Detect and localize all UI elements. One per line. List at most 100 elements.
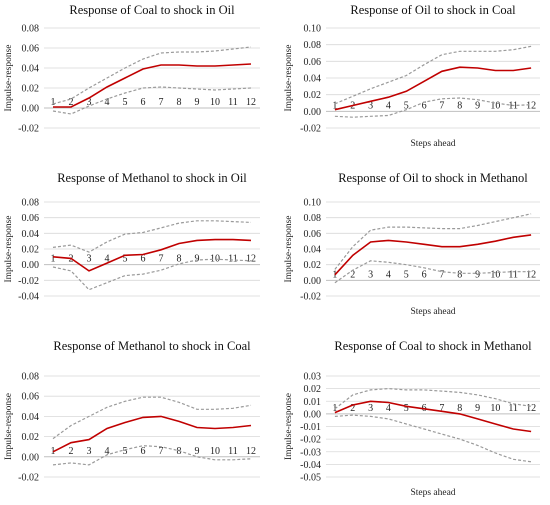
x-tick-label: 3 <box>368 403 373 414</box>
chart-methanol-oil: -0.04 -0.02 0.00 0.02 0.04 0.06 0.08 1 2 3 4 5 6 7 8 9 1… <box>4 171 260 303</box>
upper-band <box>52 46 252 105</box>
y-tick-label: 0.06 <box>22 44 40 55</box>
x-tick-label: 3 <box>368 100 373 111</box>
chart-title: Response of Coal to shock in Methanol <box>334 339 532 353</box>
x-tick-label: 2 <box>69 446 74 457</box>
y-tick-label: 0.00 <box>304 107 322 118</box>
y-tick-label: -0.02 <box>300 124 321 135</box>
x-tick-label: 1 <box>51 254 56 265</box>
x-tick-label: 1 <box>332 269 337 280</box>
irf-line <box>334 400 532 433</box>
x-tick-label: 4 <box>105 254 110 265</box>
x-tick-label: 2 <box>350 403 355 414</box>
y-tick-label: 0.04 <box>304 245 322 256</box>
x-tick-label: 2 <box>69 97 74 108</box>
chart-title: Response of Methanol to shock in Oil <box>57 171 247 185</box>
y-tick-label: 0.06 <box>304 57 322 68</box>
upper-band <box>334 45 532 105</box>
y-tick-label: 0.04 <box>22 64 40 75</box>
x-tick-label: 12 <box>526 269 536 280</box>
y-tick-label: 0.08 <box>22 198 40 209</box>
x-tick-label: 8 <box>177 254 182 265</box>
x-tick-label: 12 <box>246 446 256 457</box>
x-tick-label: 9 <box>195 97 200 108</box>
x-tick-label: 9 <box>475 269 480 280</box>
y-tick-label: 0.08 <box>22 372 40 383</box>
x-tick-label: 10 <box>210 446 220 457</box>
x-tick-label: 5 <box>123 97 128 108</box>
y-axis-label: Impulse-response <box>284 44 294 111</box>
y-tick-label: 0.01 <box>304 397 322 408</box>
y-tick-label: 0.00 <box>304 409 322 420</box>
y-tick-label: 0.02 <box>22 245 40 256</box>
x-axis-label: Steps ahead <box>410 488 455 498</box>
y-tick-label: 0.02 <box>22 84 40 95</box>
lower-band <box>334 97 532 118</box>
x-tick-label: 7 <box>439 403 444 414</box>
y-tick-label: 0.02 <box>304 260 322 271</box>
x-axis-label: Steps ahead <box>410 139 455 149</box>
x-tick-label: 5 <box>404 100 409 111</box>
lower-band <box>52 258 252 291</box>
y-tick-label: -0.04 <box>18 292 39 303</box>
x-tick-label: 6 <box>422 269 427 280</box>
y-tick-label: 0.10 <box>304 24 322 35</box>
y-tick-label: 0.02 <box>22 432 40 443</box>
chart-coal-methanol: -0.05 -0.04 -0.03-0.02 -0.01 0.000.01 0.020.0… <box>284 339 540 498</box>
x-tick-label: 6 <box>141 254 146 265</box>
lower-band <box>52 445 252 466</box>
y-tick-label: 0.00 <box>304 276 322 287</box>
y-tick-label: -0.05 <box>300 473 321 484</box>
x-tick-label: 1 <box>51 97 56 108</box>
upper-band <box>334 213 532 270</box>
y-tick-label: 0.06 <box>22 213 40 224</box>
x-tick-label: 5 <box>123 446 128 457</box>
x-tick-label: 7 <box>439 269 444 280</box>
y-tick-label: 0.10 <box>304 198 322 209</box>
x-tick-label: 10 <box>490 403 500 414</box>
irf-line <box>52 238 252 272</box>
chart-title: Response of Methanol to shock in Coal <box>53 339 251 353</box>
lower-band <box>334 260 532 284</box>
x-tick-label: 3 <box>87 97 92 108</box>
y-tick-label: 0.00 <box>22 452 40 463</box>
y-tick-label: 0.08 <box>304 213 322 224</box>
chart-methanol-coal: -0.020.000.020.040.060.081 2 3 4 5 6 7 8 9 10 11 12… <box>4 339 260 484</box>
x-tick-label: 12 <box>246 97 256 108</box>
y-tick-label: 0.00 <box>22 260 40 271</box>
x-tick-label: 7 <box>159 254 164 265</box>
y-tick-label: -0.02 <box>18 473 39 484</box>
x-tick-label: 9 <box>475 403 480 414</box>
y-tick-label: 0.00 <box>22 104 40 115</box>
x-tick-label: 11 <box>508 403 518 414</box>
x-tick-label: 10 <box>490 269 500 280</box>
y-tick-label: -0.02 <box>18 124 39 135</box>
y-axis-label: Impulse-response <box>4 44 14 111</box>
y-tick-label: 0.02 <box>304 90 322 101</box>
irf-line <box>52 415 252 453</box>
x-tick-label: 6 <box>141 446 146 457</box>
chart-oil-coal: -0.02 0.00 0.02 0.04 0.06 0.08 0.10 1 2 3 4 5 6 7 8 9 10… <box>284 3 540 149</box>
y-tick-label: 0.04 <box>22 412 40 423</box>
y-tick-label: 0.04 <box>22 229 40 240</box>
x-tick-label: 5 <box>404 269 409 280</box>
irf-line <box>53 63 252 108</box>
x-tick-label: 2 <box>350 269 355 280</box>
lower-band <box>52 86 252 115</box>
y-tick-label: -0.03 <box>300 447 321 458</box>
x-tick-label: 3 <box>87 446 92 457</box>
x-tick-label: 3 <box>87 254 92 265</box>
x-tick-label: 6 <box>141 97 146 108</box>
irf-line <box>334 234 532 276</box>
x-tick-label: 8 <box>457 100 462 111</box>
x-tick-label: 10 <box>490 100 500 111</box>
upper-band <box>52 396 252 440</box>
x-tick-label: 9 <box>195 254 200 265</box>
x-tick-label: 12 <box>246 254 256 265</box>
y-tick-label: -0.04 <box>300 460 321 471</box>
x-tick-label: 4 <box>105 446 110 457</box>
y-tick-label: -0.02 <box>300 435 321 446</box>
y-axis-label: Impulse-response <box>284 215 294 282</box>
y-tick-label: 0.06 <box>304 229 322 240</box>
